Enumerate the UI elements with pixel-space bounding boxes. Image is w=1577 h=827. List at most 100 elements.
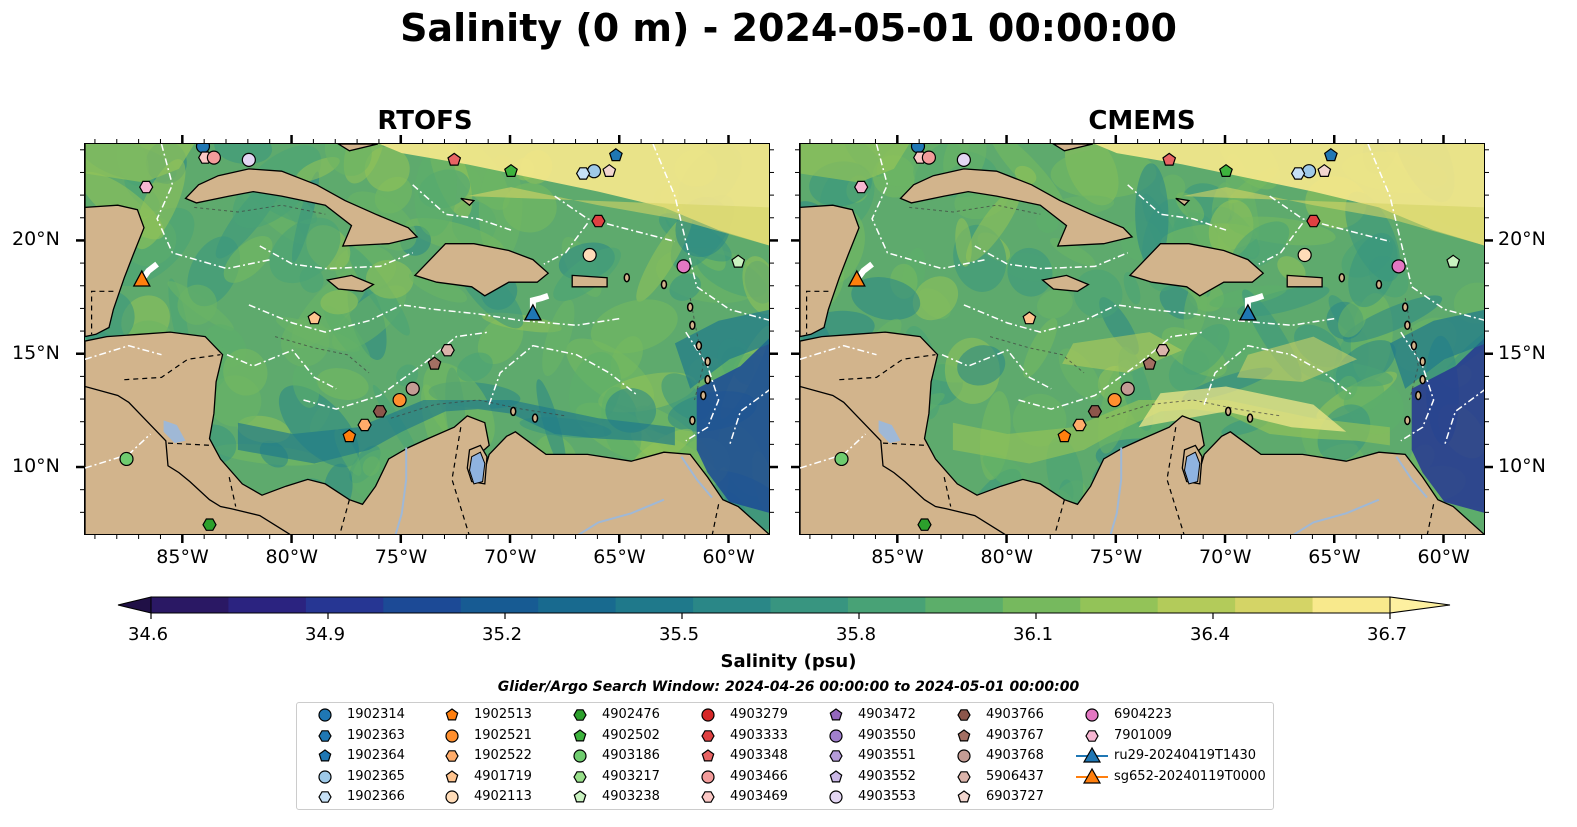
eez-boundary-7 (1367, 144, 1484, 321)
argo-marker-7901009 (854, 180, 869, 194)
legend-label: 4903766 (986, 707, 1044, 722)
colorbar-tick-label: 36.4 (1190, 624, 1231, 645)
colorbar-tick-label: 35.8 (836, 624, 877, 645)
argo-marker-4903768 (405, 381, 420, 396)
colorbar-segment (1157, 597, 1236, 613)
eez-boundary-11 (1443, 389, 1484, 446)
argo-marker-1902365 (586, 164, 602, 179)
colorbar-segment (693, 597, 771, 613)
lon-tick-label: 75°W (1089, 546, 1143, 568)
argo-marker-1902364 (1323, 148, 1338, 162)
land-cuba (184, 168, 419, 247)
argo-marker-4903466 (206, 150, 221, 165)
argo-marker-1902365 (1301, 164, 1317, 179)
legend-marker (957, 728, 971, 741)
argo-marker-4903767 (1142, 356, 1157, 370)
argo-marker-4901719 (307, 311, 322, 325)
country-border-5 (451, 427, 470, 534)
eez-boundary-1 (259, 245, 413, 270)
country-border-2 (167, 442, 212, 446)
lake-nicaragua (163, 420, 186, 444)
colorbar-segment (460, 597, 539, 613)
legend-marker (318, 708, 332, 722)
eez-boundary-8 (1269, 195, 1391, 243)
legend-marker (701, 749, 715, 762)
figure-title: Salinity (0 m) - 2024-05-01 00:00:00 (400, 6, 1177, 50)
legend-marker (957, 709, 971, 721)
colorbar-segment (615, 597, 694, 613)
island-2 (695, 340, 703, 351)
eez-boundary-2 (963, 304, 1336, 333)
colorbar-segment (383, 597, 462, 613)
legend: 1902314 1902363 1902364 1902365 1902366 19025… (296, 702, 1274, 810)
argo-marker-4903333 (1306, 214, 1321, 228)
argo-marker-4903767 (427, 356, 442, 370)
island-9 (1246, 413, 1254, 423)
glider-marker-ru29-20240419T1430 (1238, 303, 1257, 321)
colorbar-tick-label: 35.5 (659, 624, 700, 645)
argo-marker-1902521 (1107, 392, 1122, 408)
legend-label: 1902521 (474, 727, 532, 743)
argo-marker-4903553 (241, 152, 256, 167)
river-1 (577, 498, 665, 534)
map-panel-cmems (799, 143, 1485, 535)
argo-marker-4903348 (447, 152, 462, 166)
island-10 (1224, 406, 1232, 417)
legend-label: 1902513 (474, 707, 532, 722)
legend-marker (445, 708, 459, 721)
island-1 (689, 320, 696, 331)
eez-boundary-11 (728, 389, 769, 446)
legend-marker (829, 750, 843, 762)
argo-marker-4903186 (119, 451, 134, 467)
argo-marker-4902476 (202, 518, 217, 531)
argo-marker-4903766 (372, 405, 388, 418)
country-border-4 (1055, 499, 1065, 532)
colorbar-segment (1312, 597, 1391, 613)
legend-label: 4903279 (730, 707, 788, 722)
lat-tick-label-right: 15°N (1498, 341, 1546, 364)
country-border-0 (805, 290, 829, 335)
island-8 (623, 272, 631, 283)
argo-marker-1902366 (1290, 167, 1306, 180)
country-border-1 (124, 354, 221, 381)
island-7 (660, 279, 668, 290)
land-jamaica (326, 274, 375, 292)
argo-marker-1902521 (392, 392, 407, 408)
island-6 (1404, 415, 1411, 426)
argo-marker-1902513 (342, 429, 357, 443)
land-jamaica (1041, 274, 1090, 292)
eez-boundary-0 (156, 144, 271, 270)
argo-marker-1902364 (608, 148, 623, 162)
eez-boundary-1 (974, 245, 1128, 270)
colorbar-tick-label: 34.6 (128, 624, 169, 645)
legend-marker (1085, 708, 1099, 722)
land-hispaniola (1128, 243, 1265, 297)
eez-boundary-9 (412, 184, 512, 231)
eez-boundary-0 (871, 144, 986, 270)
island-5 (700, 390, 707, 401)
river-2 (1395, 456, 1428, 499)
island-0 (1401, 302, 1409, 312)
glider-marker-sg652-20240119T0000 (132, 269, 151, 287)
colorbar-label: Salinity (psu) (720, 651, 857, 672)
legend-label: sg652-20240119T0000 (1114, 768, 1266, 784)
lat-tick-label-left: 20°N (12, 228, 60, 251)
legend-label: 1902366 (347, 789, 405, 804)
island-4 (704, 374, 711, 385)
legend-marker (829, 728, 843, 743)
legend-marker (701, 708, 715, 722)
land-caicos (1175, 197, 1191, 207)
lon-tick-label: 85°W (156, 546, 209, 568)
legend-marker (573, 770, 587, 783)
legend-marker (318, 769, 332, 784)
legend-marker (573, 709, 587, 721)
glider-marker-sg652-20240119T0000 (847, 269, 866, 287)
bathymetry-contour-2 (1105, 399, 1281, 419)
legend-label: 1902365 (347, 768, 405, 784)
map-panel-rtofs (84, 143, 770, 535)
argo-marker-4901719 (1022, 311, 1037, 325)
argo-marker-6904223 (676, 259, 691, 274)
lon-tick-label: 70°W (1199, 546, 1252, 568)
legend-marker (573, 749, 587, 763)
legend-label: 6903727 (986, 789, 1044, 804)
